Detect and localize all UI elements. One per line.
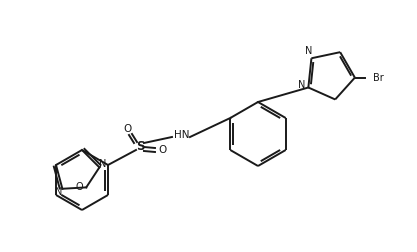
Text: O: O	[124, 124, 132, 134]
Text: N: N	[55, 187, 62, 197]
Text: N: N	[298, 80, 305, 90]
Text: N: N	[99, 160, 106, 169]
Text: O: O	[159, 145, 167, 155]
Text: Br: Br	[373, 73, 384, 83]
Text: S: S	[136, 141, 144, 153]
Text: HN: HN	[174, 130, 190, 140]
Text: N: N	[305, 46, 312, 56]
Text: O: O	[75, 182, 83, 192]
